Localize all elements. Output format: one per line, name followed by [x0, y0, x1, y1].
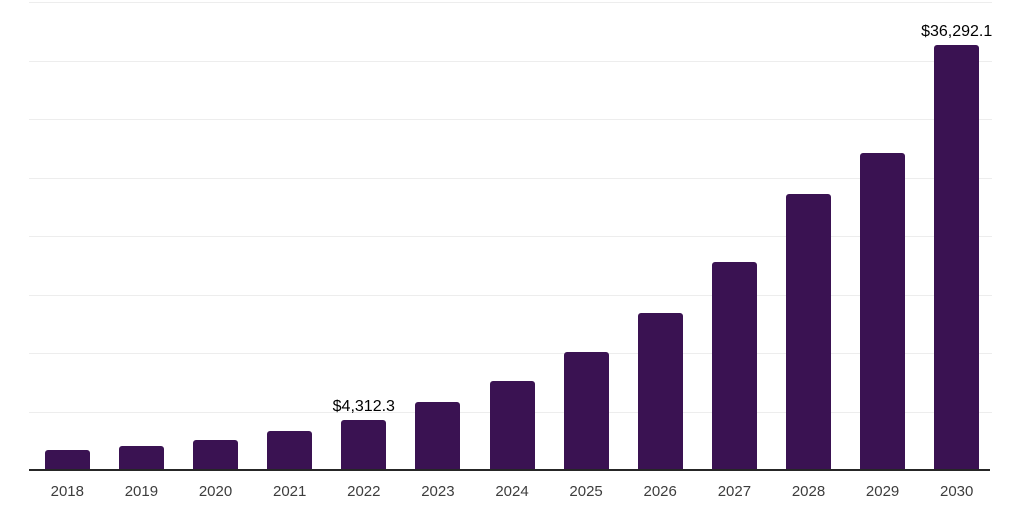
bar-2026 [637, 313, 683, 470]
bar-2020 [193, 440, 238, 470]
gridline-30000 [29, 119, 992, 120]
x-tick-2024: 2024 [495, 483, 529, 500]
gridline-25000 [29, 177, 992, 179]
x-tick-2028: 2028 [791, 483, 826, 500]
x-tick-2023: 2023 [421, 483, 455, 500]
bar-2019 [118, 446, 164, 470]
bar-2029 [860, 152, 906, 470]
bar-2027 [711, 262, 757, 470]
data-label-2022: $4,312.3 [332, 397, 395, 415]
x-tick-2026: 2026 [643, 483, 677, 500]
gridline-10000 [29, 353, 992, 354]
x-tick-2020: 2020 [198, 483, 233, 500]
gridline-35000 [29, 60, 992, 62]
gridline-20000 [29, 236, 992, 237]
gridline-15000 [29, 294, 992, 296]
bar-2021 [267, 431, 313, 470]
bar-2028 [786, 194, 831, 470]
x-tick-2019: 2019 [124, 483, 159, 500]
x-tick-2030: 2030 [940, 483, 974, 500]
x-tick-2025: 2025 [569, 483, 603, 500]
x-tick-2022: 2022 [347, 483, 381, 500]
x-tick-2021: 2021 [273, 483, 307, 500]
bar-2023 [415, 401, 461, 470]
x-tick-2027: 2027 [717, 483, 752, 500]
bar-2025 [563, 351, 609, 470]
x-tick-2029: 2029 [865, 483, 900, 500]
bar-2030 [934, 45, 980, 470]
bar-2018 [44, 450, 90, 470]
bar-2024 [489, 380, 535, 470]
x-tick-2018: 2018 [50, 483, 84, 500]
data-label-2030: $36,292.1 [921, 23, 993, 41]
x-axis-line [29, 469, 990, 471]
bar-2022 [341, 419, 387, 470]
gridline-40000 [29, 2, 992, 3]
